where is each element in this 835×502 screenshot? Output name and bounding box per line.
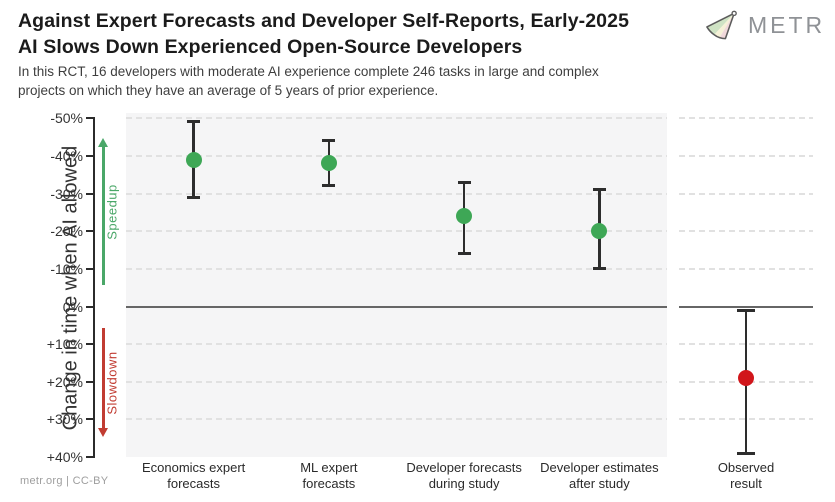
- slowdown-arrow-line: [102, 327, 105, 430]
- speedup-label: Speedup: [104, 183, 120, 240]
- error-bar-cap-lower: [187, 195, 201, 199]
- chart-subtitle-line1: In this RCT, 16 developers with moderate…: [18, 64, 599, 79]
- category-label: Observed result: [718, 460, 774, 492]
- y-tick-label: +20%: [46, 373, 83, 390]
- error-bar-cap-upper: [187, 120, 201, 124]
- y-tick-mark: [86, 230, 93, 233]
- page-title: Against Expert Forecasts and Developer S…: [18, 8, 629, 60]
- error-bar-cap-lower: [457, 252, 471, 256]
- gridline: [679, 267, 813, 270]
- attribution-text: metr.org | CC-BY: [20, 475, 109, 487]
- y-tick-mark: [86, 192, 93, 195]
- gridline: [126, 230, 667, 233]
- category-label-line: forecasts: [302, 475, 356, 491]
- gridline: [679, 192, 813, 195]
- y-tick-label: +30%: [46, 411, 83, 428]
- slowdown-label: Slowdown: [104, 350, 120, 415]
- category-label-line: after study: [569, 475, 630, 491]
- error-bar-cap-lower: [322, 184, 336, 188]
- category-label: Economics expert forecasts: [142, 460, 245, 492]
- y-tick-label: -10%: [50, 260, 83, 277]
- category-label-line: Economics expert: [141, 459, 246, 475]
- gridline: [679, 154, 813, 157]
- zero-baseline: [126, 305, 667, 308]
- error-bar-cap-lower: [737, 451, 755, 455]
- data-point: [591, 223, 608, 240]
- category-label-line: Observed: [717, 459, 775, 475]
- data-point: [738, 370, 754, 387]
- zero-baseline: [679, 305, 813, 308]
- gridline: [679, 230, 813, 233]
- y-axis-title: Change in time when AI allowed: [59, 145, 82, 431]
- gridline: [126, 192, 667, 195]
- y-tick-label: +40%: [46, 449, 83, 466]
- metr-logo: METR: [704, 10, 825, 40]
- y-tick-mark: [86, 456, 93, 459]
- metr-logo-text: METR: [748, 11, 826, 38]
- category-label-line: Developer estimates: [540, 459, 659, 475]
- category-label-line: during study: [428, 475, 500, 491]
- error-bar-cap-upper: [737, 308, 755, 312]
- gridline: [126, 380, 667, 383]
- data-point: [185, 151, 202, 168]
- gridline: [679, 117, 813, 120]
- slowdown-arrow-head: [98, 428, 108, 438]
- page-title-line2: AI Slows Down Experienced Open-Source De…: [18, 36, 523, 58]
- metr-logo-icon: [706, 10, 737, 40]
- gridline: [126, 154, 667, 157]
- error-bar-cap-upper: [457, 180, 471, 184]
- y-axis-line: [93, 117, 95, 459]
- speedup-arrow-line: [102, 146, 105, 286]
- y-tick-label: -50%: [50, 110, 83, 127]
- gridline: [126, 418, 667, 421]
- y-tick-label: +10%: [46, 336, 83, 353]
- y-tick-mark: [86, 154, 93, 157]
- category-label: Developer forecasts during study: [406, 460, 522, 492]
- category-label-line: forecasts: [167, 475, 220, 491]
- category-label: ML expert forecasts: [300, 460, 357, 492]
- speedup-arrow-head: [98, 138, 108, 148]
- error-bar-cap-lower: [592, 267, 606, 271]
- y-tick-mark: [86, 343, 93, 346]
- data-point: [320, 155, 337, 172]
- y-tick-label: 0%: [62, 298, 83, 315]
- chart-subtitle-line2: projects on which they have an average o…: [18, 83, 439, 98]
- gridline: [126, 267, 667, 270]
- category-label-line: ML expert: [300, 459, 358, 475]
- y-tick-label: -20%: [50, 223, 83, 240]
- y-tick-label: -40%: [50, 147, 83, 164]
- category-label-line: Developer forecasts: [406, 459, 522, 475]
- y-tick-mark: [86, 267, 93, 270]
- chart-subtitle: In this RCT, 16 developers with moderate…: [18, 62, 599, 100]
- data-point: [456, 208, 473, 225]
- y-tick-mark: [86, 418, 93, 421]
- page-title-line1: Against Expert Forecasts and Developer S…: [18, 10, 630, 32]
- y-tick-label: -30%: [50, 185, 83, 202]
- error-bar-cap-upper: [322, 139, 336, 143]
- y-tick-mark: [86, 117, 93, 120]
- category-label-line: result: [730, 475, 762, 491]
- category-label: Developer estimates after study: [540, 460, 659, 492]
- error-bar-cap-upper: [592, 188, 606, 192]
- y-tick-mark: [86, 305, 93, 308]
- y-tick-mark: [86, 380, 93, 383]
- gridline: [126, 117, 667, 120]
- gridline: [126, 343, 667, 346]
- plot-panel-forecasts: [126, 113, 667, 457]
